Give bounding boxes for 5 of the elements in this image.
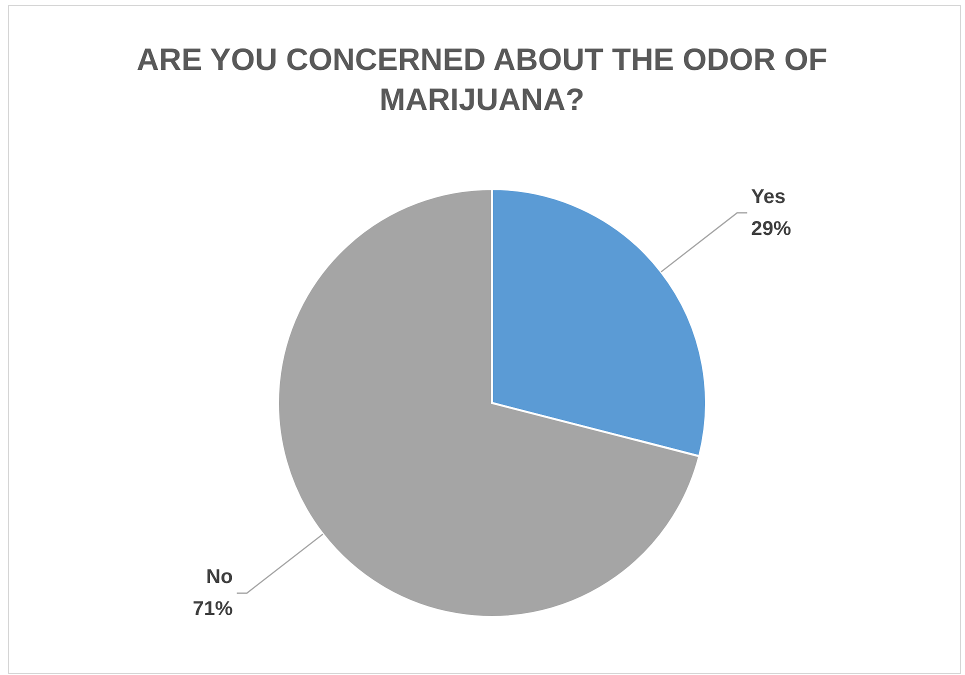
slice-label: Yes <box>751 186 786 208</box>
data-label: 71% <box>192 598 234 620</box>
data-label: 29% <box>751 218 792 240</box>
chart-title: ARE YOU CONCERNED ABOUT THE ODOR OF MARIJUANA? <box>136 42 828 117</box>
slice-label: No <box>206 566 233 588</box>
